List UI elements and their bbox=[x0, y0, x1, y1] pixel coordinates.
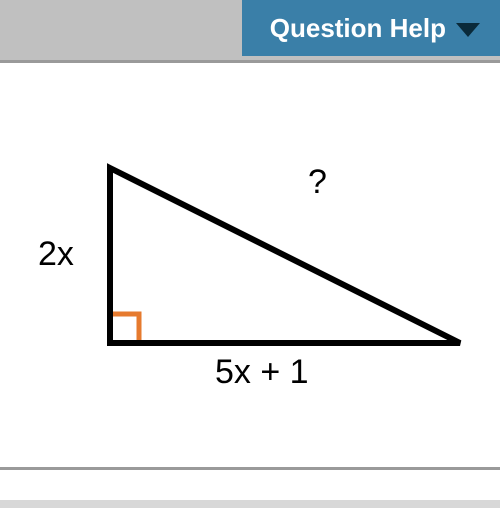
bottom-divider bbox=[0, 467, 500, 470]
triangle-figure: 2x ? 5x + 1 bbox=[0, 63, 500, 503]
question-help-label: Question Help bbox=[270, 13, 446, 44]
label-hypotenuse: ? bbox=[308, 163, 327, 202]
top-bar: Question Help bbox=[0, 0, 500, 60]
label-bottom-side: 5x + 1 bbox=[215, 353, 309, 392]
question-help-button[interactable]: Question Help bbox=[242, 0, 500, 56]
triangle-svg bbox=[0, 63, 500, 503]
chevron-down-icon bbox=[456, 23, 480, 37]
content-area: 2x ? 5x + 1 bbox=[0, 60, 500, 500]
label-left-side: 2x bbox=[38, 235, 74, 274]
